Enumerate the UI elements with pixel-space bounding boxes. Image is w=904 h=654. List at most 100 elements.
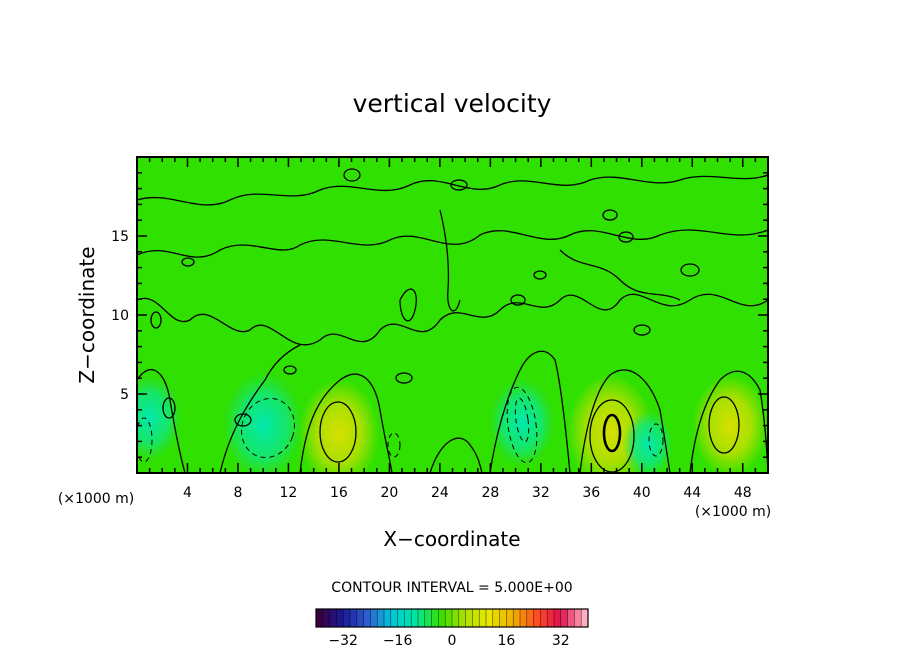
contour-loop [602,209,618,221]
colorbar-segment [567,609,575,627]
negative-contour-loop [506,386,538,464]
colorbar-segment [431,609,439,627]
dashed-contour-lines [137,386,664,464]
colorbar-segment [397,609,405,627]
contour-interval-note: CONTOUR INTERVAL = 5.000E+00 [331,580,572,596]
downdraft-region [137,375,182,461]
negative-contour-loop [514,397,530,443]
colorbar-segment [513,609,521,627]
contour-loop [162,397,176,419]
colorbar-segment [316,609,324,627]
contour-loop [283,365,297,375]
contour-loop [234,413,252,427]
colorbar-segment [560,609,569,627]
colorbar-segment [533,609,541,627]
contour-line [299,373,393,473]
contour-line [219,344,301,473]
colorbar-segment [438,609,446,627]
x-tick-label: 48 [734,485,752,501]
contour-line [137,368,186,473]
colorbar-segment [479,609,487,627]
negative-contour-loop [137,417,153,463]
x-tick-label: 20 [380,485,398,501]
downdraft-region [222,371,304,473]
colorbar-segment [465,609,473,627]
colorbar-tick-label: 16 [497,633,515,649]
colorbar-segment [350,609,358,627]
colorbar-segment [499,609,507,627]
contour-loop [395,372,413,384]
chart-title: vertical velocity [353,89,552,118]
x-tick-label: 16 [330,485,348,501]
x-tick-label: 44 [683,485,701,501]
updraft-region [298,378,380,473]
downdraft-region [622,410,674,473]
x-tick-label: 32 [532,485,550,501]
y-unit-label: (×1000 m) [58,491,134,507]
x-tick-label: 36 [582,485,600,501]
colorbar-tick-label: 32 [552,633,570,649]
x-tick-label: 8 [233,485,242,501]
colorbar-segment [370,609,378,627]
colorbar-segment [520,609,528,627]
colorbar-tick-labels: −32 −16 0 16 32 [328,633,569,649]
colorbar-segment [411,609,419,627]
contour-line [579,369,671,473]
colorbar-segment [363,609,371,627]
colorbar-tick-label: −32 [328,633,358,649]
contour-line [137,229,768,258]
contour-line [137,293,768,346]
y-axis-label: Z−coordinate [75,246,99,383]
colorbar-segment [336,609,344,627]
colorbar-segment [540,609,548,627]
contour-loop [343,168,361,182]
contour-loop [618,231,634,243]
colorbar-segment [581,609,589,627]
colorbar-segment [472,609,480,627]
colorbar-segment [424,609,433,627]
colorbar [315,608,589,628]
colorbar-segment [526,609,535,627]
colorbar-segment [445,609,453,627]
negative-contour-loop [241,397,295,459]
contour-line [439,209,461,312]
x-tick-label: 12 [280,485,298,501]
colorbar-segment [574,609,582,627]
colorbar-segment [492,609,501,627]
contour-loop [510,294,526,306]
downdraft-region [489,378,555,467]
colorbar-segment [506,609,514,627]
colorbar-segment [418,609,426,627]
contour-loop [633,324,651,336]
colorbar-segment [343,609,351,627]
x-unit-label: (×1000 m) [695,504,771,520]
colorbar-segment [458,609,467,627]
contour-line [399,288,417,322]
negative-contour-loop [387,432,401,458]
contour-line [489,350,571,473]
y-tick-label: 5 [120,387,129,403]
colorbar-segment [452,609,460,627]
colorbar-segment [486,609,494,627]
x-tick-label: 24 [431,485,449,501]
contour-loop [319,401,357,463]
contour-line [429,437,483,473]
contour-line [559,249,681,301]
x-axis-label: X−coordinate [383,527,520,551]
contour-loop [181,257,195,267]
colorbar-segment [547,609,555,627]
colorbar-segment [384,609,392,627]
colorbar-segment [329,609,337,627]
colorbar-segment [377,609,385,627]
colorbar-tick-label: 0 [448,633,457,649]
field-features [137,371,768,473]
colorbar-segment [356,609,365,627]
colorbar-segment [404,609,412,627]
updraft-region [692,374,768,473]
colorbar-frame [315,608,589,628]
contour-loop [680,263,700,277]
colorbar-segment [390,609,399,627]
y-tick-label: 10 [111,308,129,324]
